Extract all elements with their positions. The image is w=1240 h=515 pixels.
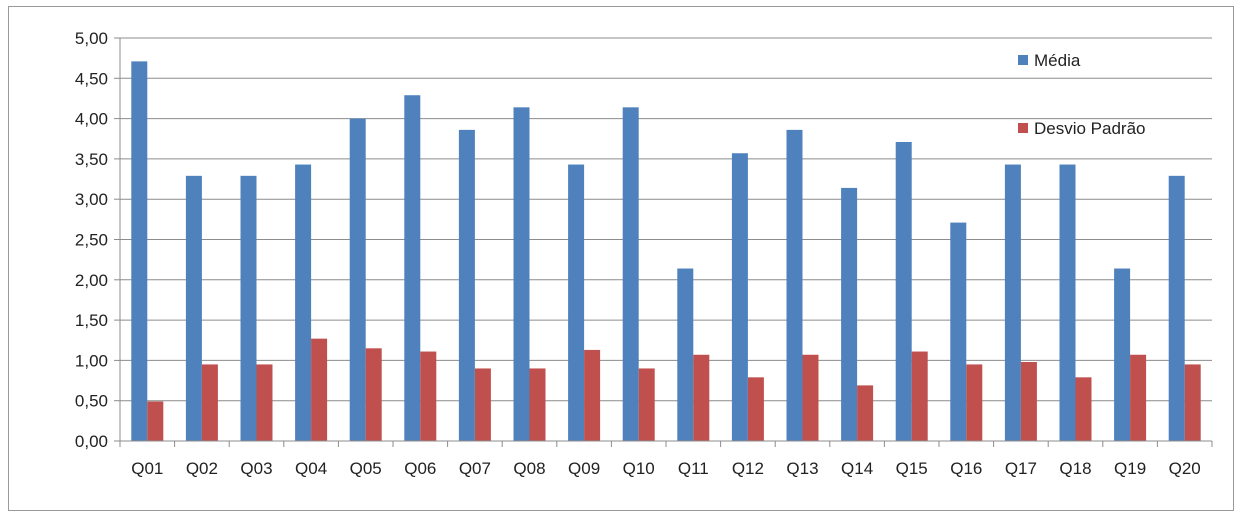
bar-desvio-padrao bbox=[857, 385, 874, 441]
x-tick-label: Q08 bbox=[513, 459, 545, 478]
bar-media bbox=[349, 118, 366, 441]
y-tick-label: 1,50 bbox=[75, 311, 108, 330]
bar-media bbox=[131, 61, 148, 442]
x-tick-label: Q07 bbox=[459, 459, 491, 478]
bar-desvio-padrao bbox=[420, 351, 437, 441]
y-tick-label: 1,00 bbox=[75, 351, 108, 370]
x-tick-label: Q10 bbox=[623, 459, 655, 478]
bar-media bbox=[731, 153, 748, 441]
x-tick-label: Q11 bbox=[678, 459, 709, 478]
legend: Média Desvio Padrão bbox=[1018, 51, 1146, 138]
y-tick-label: 2,00 bbox=[75, 271, 108, 290]
bar-desvio-padrao bbox=[638, 368, 655, 441]
bar-desvio-padrao bbox=[147, 401, 164, 441]
bar-desvio-padrao bbox=[201, 364, 218, 441]
bar-desvio-padrao bbox=[911, 351, 928, 441]
y-tick-label: 3,00 bbox=[75, 190, 108, 209]
x-tick-label: Q15 bbox=[896, 459, 928, 478]
x-tick-label: Q05 bbox=[350, 459, 382, 478]
x-tick-label: Q01 bbox=[131, 459, 163, 478]
legend-label-media: Média bbox=[1034, 51, 1081, 70]
bar-desvio-padrao bbox=[311, 338, 328, 441]
x-tick-label: Q17 bbox=[1005, 459, 1037, 478]
bar-media bbox=[677, 268, 694, 441]
axes bbox=[119, 38, 1212, 442]
bar-desvio-padrao bbox=[365, 348, 382, 441]
bar-desvio-padrao bbox=[584, 349, 601, 441]
bar-media bbox=[240, 175, 257, 442]
y-tick-label: 0,00 bbox=[75, 432, 108, 451]
bar-desvio-padrao bbox=[1075, 377, 1092, 441]
bar-desvio-padrao bbox=[1184, 364, 1201, 441]
bar-desvio-padrao bbox=[747, 377, 764, 441]
legend-swatch-media bbox=[1018, 55, 1028, 65]
y-tick-label: 5,00 bbox=[75, 29, 108, 48]
bar-desvio-padrao bbox=[1130, 354, 1147, 441]
bar-desvio-padrao bbox=[474, 368, 491, 441]
x-tick-label: Q19 bbox=[1114, 459, 1146, 478]
x-tick-label: Q04 bbox=[295, 459, 327, 478]
bar-desvio-padrao bbox=[256, 364, 273, 441]
bar-media bbox=[185, 175, 202, 442]
x-tick-label: Q13 bbox=[786, 459, 818, 478]
bar-desvio-padrao bbox=[1020, 362, 1037, 441]
x-tick-label: Q02 bbox=[186, 459, 218, 478]
bar-desvio-padrao bbox=[693, 354, 710, 441]
y-tick-label: 0,50 bbox=[75, 392, 108, 411]
x-tick-label: Q20 bbox=[1169, 459, 1201, 478]
x-tick-label: Q14 bbox=[841, 459, 873, 478]
x-axis-ticks: Q01 Q02 Q03 Q04 Q05 Q06 Q07 Q08 Q09 Q10 Q11 Q12 Q13 Q… bbox=[119, 441, 1213, 478]
y-tick-label: 3,50 bbox=[75, 150, 108, 169]
x-tick-label: Q12 bbox=[732, 459, 764, 478]
bar-desvio-padrao bbox=[802, 354, 819, 441]
legend-swatch-desvio-padrao bbox=[1018, 123, 1028, 133]
y-tick-label: 4,50 bbox=[75, 69, 108, 88]
bar-media bbox=[950, 222, 967, 441]
bar-desvio-padrao bbox=[529, 368, 546, 441]
bar-media bbox=[1004, 164, 1021, 442]
bar-media bbox=[568, 164, 585, 442]
bar-media bbox=[841, 187, 858, 441]
y-tick-label: 4,00 bbox=[75, 110, 108, 129]
bar-media bbox=[513, 107, 530, 441]
x-tick-label: Q16 bbox=[950, 459, 982, 478]
bar-media bbox=[1114, 268, 1131, 441]
bar-media bbox=[1059, 164, 1076, 442]
bar-media bbox=[295, 164, 312, 442]
bar-media bbox=[786, 129, 803, 441]
gridlines bbox=[120, 37, 1212, 442]
bar-desvio-padrao bbox=[966, 364, 983, 441]
y-tick-label: 2,50 bbox=[75, 231, 108, 250]
bar-media bbox=[622, 107, 639, 441]
x-tick-label: Q18 bbox=[1059, 459, 1091, 478]
bar-media bbox=[404, 95, 421, 441]
x-tick-label: Q06 bbox=[404, 459, 436, 478]
legend-label-desvio-padrao: Desvio Padrão bbox=[1034, 119, 1146, 138]
bars bbox=[131, 61, 1201, 442]
bar-media bbox=[895, 141, 912, 441]
x-tick-label: Q03 bbox=[240, 459, 272, 478]
bar-media bbox=[458, 129, 475, 441]
bar-media bbox=[1168, 175, 1185, 442]
y-axis-ticks: 0,00 0,50 1,00 1,50 2,00 2,50 3,00 3,50 4,00 4,50… bbox=[75, 29, 120, 451]
x-tick-label: Q09 bbox=[568, 459, 600, 478]
